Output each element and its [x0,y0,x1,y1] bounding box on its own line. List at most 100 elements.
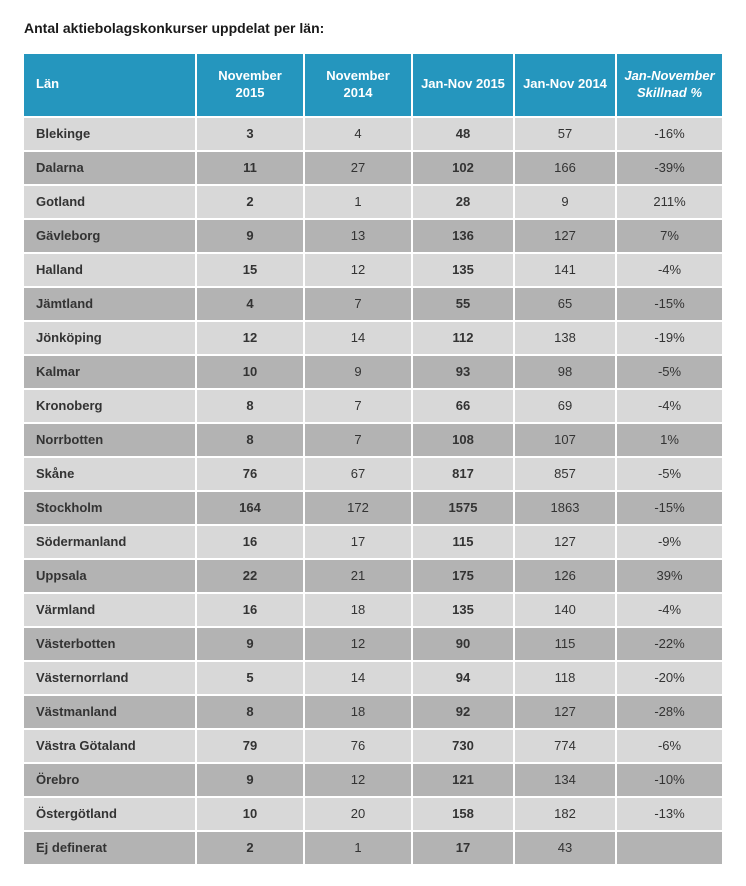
cell-nov14: 14 [304,321,412,355]
cell-nov14: 1 [304,831,412,865]
cell-jan14: 141 [514,253,616,287]
cell-jan14: 127 [514,525,616,559]
cell-nov14: 13 [304,219,412,253]
cell-nov14: 7 [304,389,412,423]
col-header-lan: Län [24,54,196,117]
table-row: Östergötland1020158182-13% [24,797,722,831]
cell-jan14: 1863 [514,491,616,525]
table-row: Södermanland1617115127-9% [24,525,722,559]
cell-diff: -39% [616,151,722,185]
cell-diff: -5% [616,457,722,491]
cell-nov15: 2 [196,831,304,865]
cell-diff: 1% [616,423,722,457]
page-title: Antal aktiebolagskonkurser uppdelat per … [24,20,722,36]
cell-jan15: 55 [412,287,514,321]
table-row: Stockholm16417215751863-15% [24,491,722,525]
cell-diff: -20% [616,661,722,695]
cell-jan15: 66 [412,389,514,423]
cell-diff: -5% [616,355,722,389]
cell-nov14: 4 [304,117,412,151]
cell-jan14: 166 [514,151,616,185]
cell-jan14: 115 [514,627,616,661]
cell-nov15: 2 [196,185,304,219]
cell-diff: 211% [616,185,722,219]
cell-nov14: 17 [304,525,412,559]
table-row: Skåne7667817857-5% [24,457,722,491]
cell-nov15: 9 [196,763,304,797]
col-header-jan14: Jan-Nov 2014 [514,54,616,117]
cell-diff: -10% [616,763,722,797]
cell-nov15: 76 [196,457,304,491]
col-header-nov14: November 2014 [304,54,412,117]
cell-diff: -15% [616,491,722,525]
cell-lan: Västerbotten [24,627,196,661]
cell-diff: -4% [616,593,722,627]
cell-jan15: 112 [412,321,514,355]
table-row: Blekinge344857-16% [24,117,722,151]
table-row: Kalmar1099398-5% [24,355,722,389]
cell-jan15: 93 [412,355,514,389]
cell-lan: Västernorrland [24,661,196,695]
cell-nov15: 164 [196,491,304,525]
cell-lan: Gävleborg [24,219,196,253]
table-row: Uppsala222117512639% [24,559,722,593]
table-row: Kronoberg876669-4% [24,389,722,423]
cell-diff: -28% [616,695,722,729]
cell-jan14: 857 [514,457,616,491]
cell-nov14: 1 [304,185,412,219]
table-row: Ej definerat211743 [24,831,722,865]
cell-jan14: 57 [514,117,616,151]
cell-diff: -19% [616,321,722,355]
cell-lan: Östergötland [24,797,196,831]
cell-lan: Kronoberg [24,389,196,423]
cell-nov15: 5 [196,661,304,695]
cell-diff: -13% [616,797,722,831]
cell-jan15: 135 [412,253,514,287]
cell-diff: -4% [616,389,722,423]
cell-jan15: 158 [412,797,514,831]
col-header-nov15: November 2015 [196,54,304,117]
cell-jan15: 817 [412,457,514,491]
cell-nov14: 12 [304,253,412,287]
table-row: Jönköping1214112138-19% [24,321,722,355]
cell-nov14: 12 [304,763,412,797]
table-row: Västmanland81892127-28% [24,695,722,729]
cell-lan: Skåne [24,457,196,491]
table-header-row: Län November 2015 November 2014 Jan-Nov … [24,54,722,117]
table-row: Norrbotten871081071% [24,423,722,457]
cell-nov15: 9 [196,627,304,661]
cell-jan15: 730 [412,729,514,763]
cell-nov15: 16 [196,525,304,559]
cell-nov14: 18 [304,593,412,627]
cell-lan: Jämtland [24,287,196,321]
cell-jan14: 127 [514,219,616,253]
cell-lan: Västmanland [24,695,196,729]
table-row: Dalarna1127102166-39% [24,151,722,185]
cell-jan15: 115 [412,525,514,559]
cell-diff [616,831,722,865]
cell-jan14: 140 [514,593,616,627]
cell-jan14: 98 [514,355,616,389]
cell-jan15: 94 [412,661,514,695]
cell-jan14: 65 [514,287,616,321]
cell-nov14: 21 [304,559,412,593]
cell-diff: -16% [616,117,722,151]
cell-jan15: 102 [412,151,514,185]
cell-nov14: 67 [304,457,412,491]
cell-diff: 7% [616,219,722,253]
cell-lan: Dalarna [24,151,196,185]
cell-nov15: 10 [196,355,304,389]
cell-jan14: 774 [514,729,616,763]
cell-jan15: 28 [412,185,514,219]
cell-nov14: 76 [304,729,412,763]
cell-nov14: 7 [304,287,412,321]
cell-jan15: 17 [412,831,514,865]
cell-jan14: 69 [514,389,616,423]
cell-nov15: 8 [196,695,304,729]
cell-nov15: 10 [196,797,304,831]
table-row: Västra Götaland7976730774-6% [24,729,722,763]
cell-jan14: 134 [514,763,616,797]
table-row: Örebro912121134-10% [24,763,722,797]
cell-diff: -6% [616,729,722,763]
cell-lan: Jönköping [24,321,196,355]
